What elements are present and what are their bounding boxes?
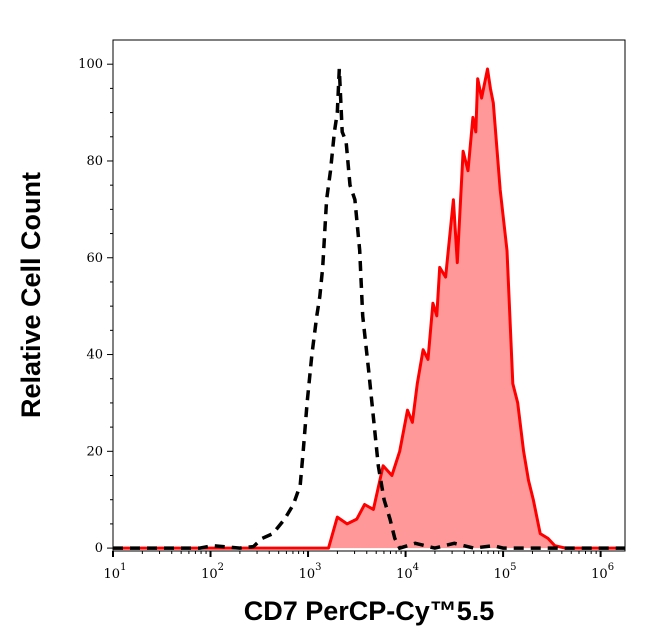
- x-tick-base: 10: [201, 567, 218, 582]
- y-tick-label: 0: [95, 541, 103, 556]
- x-axis-title: CD7 PerCP-Cy™5.5: [244, 596, 495, 626]
- x-tick-exponent: 4: [413, 562, 419, 573]
- y-tick-label: 20: [86, 444, 103, 459]
- x-tick-exponent: 5: [510, 562, 516, 573]
- x-tick-exponent: 3: [315, 562, 321, 573]
- x-tick-label: 101: [104, 562, 127, 582]
- series-line-0: [113, 67, 625, 550]
- y-tick-label: 40: [86, 348, 103, 363]
- x-tick-label: 102: [201, 562, 224, 582]
- x-tick-base: 10: [299, 567, 316, 582]
- series-line-1: [113, 68, 625, 551]
- x-tick-label: 106: [591, 562, 614, 582]
- y-tick-label: 60: [86, 251, 103, 266]
- x-tick-base: 10: [396, 567, 413, 582]
- y-axis-title: Relative Cell Count: [16, 172, 46, 418]
- plot-frame: [112, 39, 626, 552]
- x-tick-base: 10: [494, 567, 511, 582]
- x-tick-exponent: 6: [608, 562, 614, 573]
- series-layer: [113, 67, 625, 551]
- x-tick-exponent: 2: [218, 562, 224, 573]
- x-tick-label: 104: [396, 562, 419, 582]
- x-tick-label: 103: [299, 562, 322, 582]
- y-tick-label: 100: [78, 57, 103, 72]
- x-tick-exponent: 1: [120, 562, 126, 573]
- x-tick-base: 10: [104, 567, 121, 582]
- x-tick-base: 10: [591, 567, 608, 582]
- x-tick-label: 105: [494, 562, 517, 582]
- series-fill-0: [113, 69, 625, 549]
- y-tick-label: 80: [86, 154, 103, 169]
